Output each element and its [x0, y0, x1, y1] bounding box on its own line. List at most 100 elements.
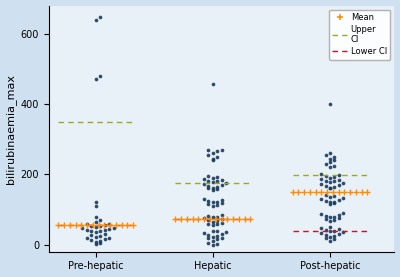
Point	[330, 190, 336, 194]
Point	[307, 190, 313, 194]
Point	[301, 190, 307, 194]
Point	[340, 211, 346, 215]
Point	[331, 175, 338, 179]
Point	[130, 223, 136, 228]
Point	[97, 239, 103, 243]
Point	[218, 221, 225, 225]
Point	[78, 223, 84, 228]
Point	[201, 231, 207, 236]
Point	[327, 176, 333, 180]
Point	[205, 178, 212, 183]
Point	[327, 229, 333, 234]
Point	[88, 238, 94, 243]
Point	[218, 232, 225, 236]
Point	[124, 223, 131, 228]
Point	[347, 190, 353, 194]
Point	[205, 174, 212, 178]
Point	[92, 225, 99, 229]
Point	[97, 241, 103, 245]
Point	[331, 163, 338, 168]
Point	[190, 217, 196, 222]
Point	[322, 193, 329, 198]
Point	[106, 227, 112, 231]
Point	[90, 223, 96, 228]
Point	[84, 222, 90, 227]
Point	[210, 188, 216, 193]
Point	[336, 198, 342, 202]
Point	[331, 179, 338, 184]
Point	[241, 217, 248, 222]
Point	[210, 151, 216, 155]
Point	[322, 174, 329, 178]
Point	[327, 156, 333, 161]
Point	[214, 203, 220, 207]
Point	[327, 219, 333, 223]
Point	[205, 148, 212, 153]
Point	[210, 242, 216, 247]
Legend: Mean, Upper
CI, Lower CI: Mean, Upper CI, Lower CI	[329, 10, 390, 60]
Point	[207, 217, 213, 222]
Point	[327, 186, 333, 191]
Point	[210, 176, 216, 180]
Point	[214, 229, 220, 233]
Point	[214, 175, 220, 179]
Point	[322, 153, 329, 157]
Point	[331, 158, 338, 163]
Point	[205, 214, 212, 218]
Point	[178, 217, 184, 222]
Point	[113, 223, 119, 228]
Point	[214, 179, 220, 184]
Point	[205, 218, 212, 222]
Point	[102, 223, 108, 228]
Point	[205, 221, 212, 226]
Point	[107, 223, 113, 228]
Point	[214, 219, 220, 223]
Point	[218, 212, 225, 217]
Point	[214, 214, 220, 219]
Point	[97, 15, 103, 19]
Point	[92, 242, 99, 246]
Point	[205, 233, 212, 237]
Point	[205, 183, 212, 188]
Point	[97, 224, 103, 229]
Point	[322, 161, 329, 166]
Point	[340, 181, 346, 185]
Point	[327, 180, 333, 184]
Point	[331, 234, 338, 238]
Point	[214, 184, 220, 189]
Point	[324, 190, 330, 194]
Point	[322, 183, 329, 188]
Point	[214, 187, 220, 191]
Point	[223, 181, 230, 185]
Point	[84, 227, 90, 232]
Point	[66, 223, 73, 228]
Point	[327, 235, 333, 239]
Point	[201, 176, 207, 181]
Point	[92, 240, 99, 244]
Point	[318, 231, 324, 236]
Point	[218, 201, 225, 206]
Point	[88, 224, 94, 228]
Point	[318, 182, 324, 186]
Point	[318, 212, 324, 216]
Point	[210, 200, 216, 205]
Point	[84, 223, 90, 228]
Point	[318, 176, 324, 181]
Point	[210, 180, 216, 184]
Point	[210, 223, 216, 228]
Point	[210, 239, 216, 243]
Point	[102, 232, 108, 236]
Point	[331, 201, 338, 206]
Point	[336, 227, 342, 231]
Point	[214, 149, 220, 154]
Point	[336, 232, 342, 236]
Point	[172, 217, 178, 222]
Point	[92, 230, 99, 234]
Point	[92, 235, 99, 239]
Point	[218, 198, 225, 202]
Point	[214, 199, 220, 204]
Point	[327, 202, 333, 206]
Point	[106, 235, 112, 240]
Point	[331, 214, 338, 219]
Point	[327, 151, 333, 155]
